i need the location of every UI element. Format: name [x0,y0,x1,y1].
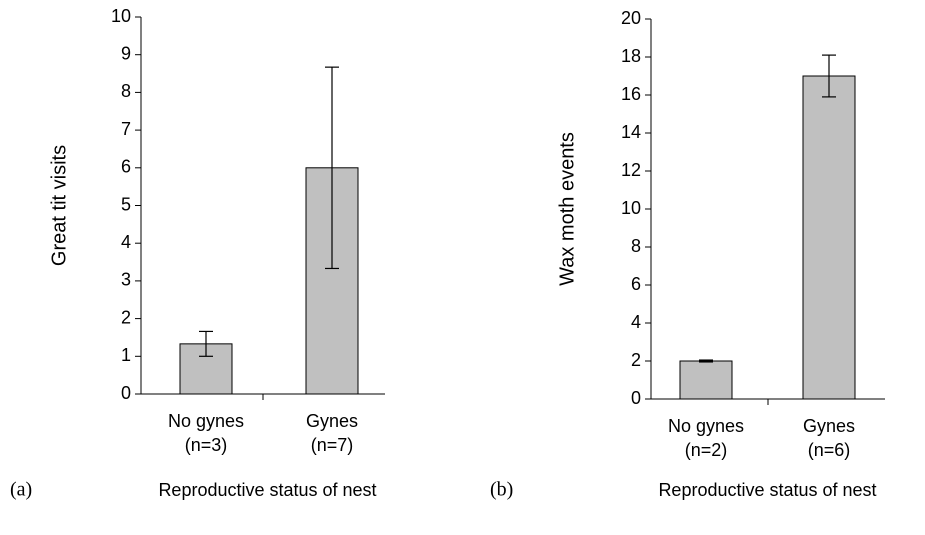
y-tick-label: 18 [621,46,641,66]
y-tick-label: 9 [121,43,131,63]
y-tick-label: 8 [631,236,641,256]
y-tick-label: 4 [121,232,131,252]
error-bar [822,54,836,98]
y-tick-label: 0 [121,383,131,403]
y-tick-label: 2 [631,350,641,370]
y-tick-label: 7 [121,119,131,139]
error-bar [699,359,713,363]
x-axis-label: Reproductive status of nest [658,480,876,500]
panel-label: (b) [490,479,513,501]
y-axis-label: Great tit visits [48,145,70,266]
y-tick-label: 1 [121,345,131,365]
y-tick-label: 3 [121,270,131,290]
x-tick-label: No gynes [168,411,244,431]
panel-label: (a) [10,479,32,501]
y-tick-label: 16 [621,84,641,104]
y-tick-label: 10 [621,198,641,218]
y-tick-label: 8 [121,81,131,101]
y-tick-label: 10 [111,6,131,26]
y-axis-label: Wax moth events [556,132,578,286]
x-tick-label: Gynes [803,416,855,436]
y-tick-label: 0 [631,388,641,408]
error-bar [325,66,339,270]
y-tick-label: 4 [631,312,641,332]
y-tick-label: 2 [121,307,131,327]
bar [802,75,856,400]
y-tick-label: 12 [621,160,641,180]
error-bar [199,330,213,357]
y-tick-label: 6 [121,157,131,177]
y-tick-label: 14 [621,122,641,142]
x-tick-label: (n=7) [311,435,354,455]
y-tick-label: 6 [631,274,641,294]
y-tick-label: 5 [121,194,131,214]
x-tick-label: (n=2) [685,440,728,460]
x-axis-label: Reproductive status of nest [158,480,376,500]
x-tick-label: (n=3) [185,435,228,455]
x-tick-label: (n=6) [808,440,851,460]
bar [679,360,733,400]
x-tick-label: Gynes [306,411,358,431]
y-tick-label: 20 [621,8,641,28]
x-tick-label: No gynes [668,416,744,436]
